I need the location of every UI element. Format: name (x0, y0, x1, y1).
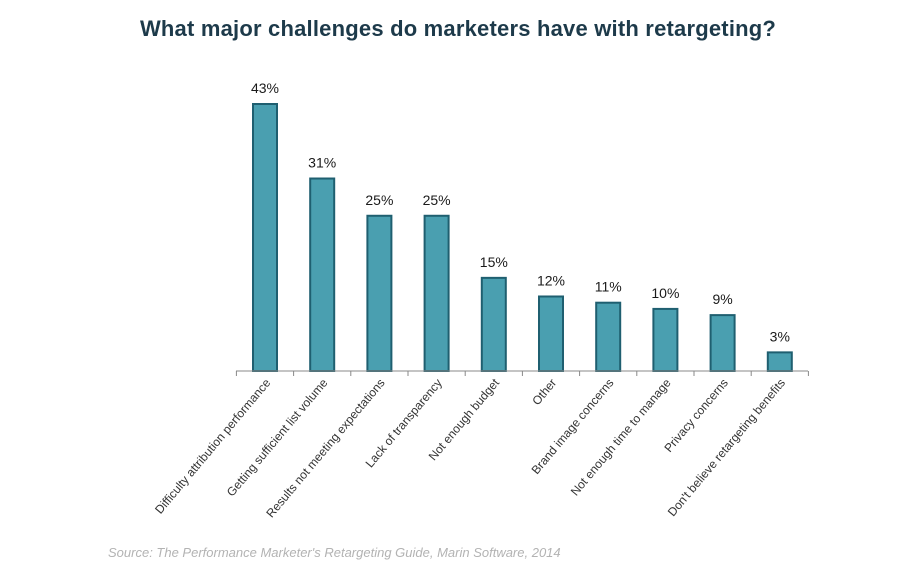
value-labels-group: 43% 31% 25% 25% 15% 12% 11% 10% 9% 3% (251, 80, 790, 344)
bar (652, 307, 679, 373)
bar (423, 214, 450, 372)
x-tick-label: Not enough time to manage (568, 376, 674, 499)
chart-title: What major challenges do marketers have … (139, 16, 777, 41)
bars-group (252, 103, 793, 373)
bar (480, 276, 507, 373)
data-label: 11% (595, 279, 622, 295)
data-label: 9% (712, 291, 732, 307)
data-label: 43% (251, 80, 279, 96)
x-tick-label: Results not meeting expectations (263, 376, 387, 520)
bar (366, 214, 393, 372)
data-label: 25% (423, 192, 451, 208)
source-note: Source: The Performance Marketer's Retar… (108, 545, 561, 560)
data-label: 3% (770, 328, 790, 344)
data-label: 25% (365, 192, 393, 208)
x-tick-label: Other (529, 376, 559, 408)
x-tick-label: Getting sufficient list volume (224, 376, 331, 500)
x-tick-label: Don't believe retargeting benefits (665, 376, 788, 519)
data-label: 31% (308, 155, 336, 171)
bar (709, 314, 736, 372)
bar (766, 351, 793, 373)
data-label: 15% (480, 254, 508, 270)
x-axis-ticks-group (235, 371, 809, 376)
bar (538, 295, 564, 372)
bar (252, 103, 278, 372)
x-tick-label: Difficulty attribution performance (152, 376, 273, 517)
data-label: 12% (537, 272, 565, 288)
bar (595, 301, 622, 372)
bar (309, 177, 336, 372)
x-axis-tick-labels-group: Difficulty attribution performanceGettin… (152, 375, 788, 520)
data-label: 10% (651, 285, 679, 301)
